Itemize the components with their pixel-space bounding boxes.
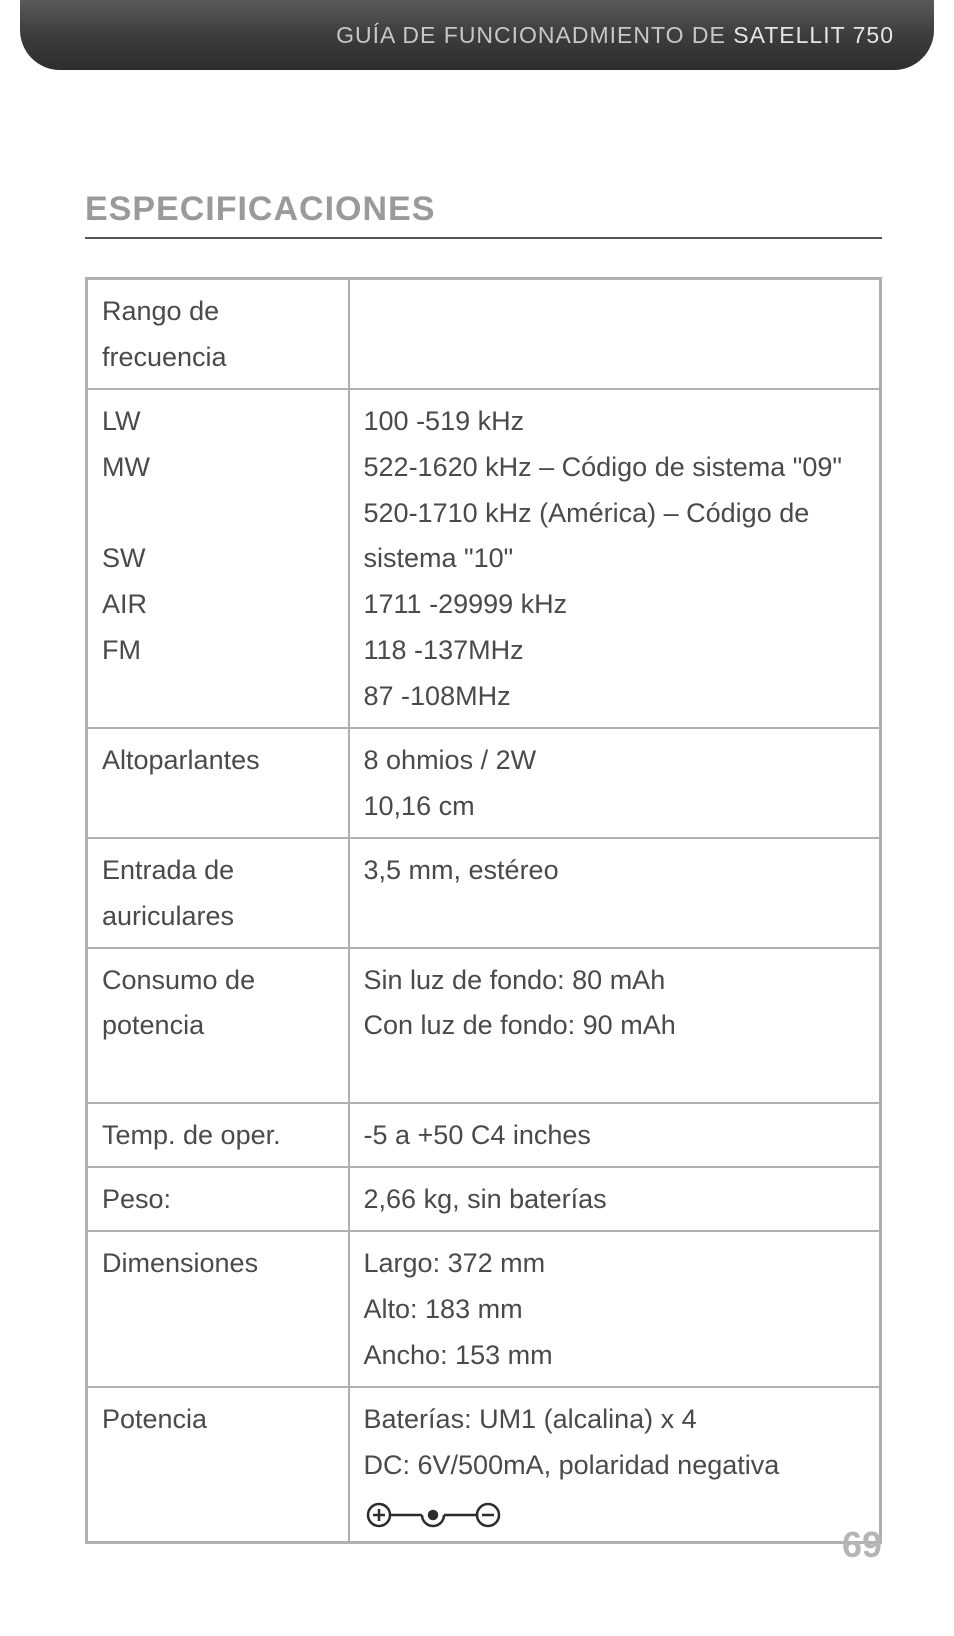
spec-value-line: 10,16 cm bbox=[364, 784, 865, 830]
spec-label-line: Potencia bbox=[102, 1397, 334, 1443]
spec-value-line: 87 -108MHz bbox=[364, 674, 865, 720]
spec-label: Potencia bbox=[87, 1387, 349, 1543]
header-title: GUÍA DE FUNCIONADMIENTO DE SATELLIT 750 bbox=[336, 22, 894, 49]
spec-label-line bbox=[102, 1287, 334, 1333]
spec-label-line bbox=[102, 1488, 334, 1534]
spec-value-line: 1711 -29999 kHz bbox=[364, 582, 865, 628]
spec-value: 8 ohmios / 2W10,16 cm bbox=[349, 728, 881, 838]
spec-value bbox=[349, 279, 881, 389]
table-row: LWMW SWAIRFM 100 -519 kHz522-1620 kHz – … bbox=[87, 389, 881, 728]
spec-value-line: 520-1710 kHz (América) – Código de bbox=[364, 491, 865, 537]
spec-value: Baterías: UM1 (alcalina) x 4DC: 6V/500mA… bbox=[349, 1387, 881, 1543]
spec-label: Temp. de oper. bbox=[87, 1103, 349, 1167]
spec-table: Rango de frecuencia LWMW SWAIRFM 100 -51… bbox=[85, 277, 882, 1544]
spec-label-line: Consumo de potencia bbox=[102, 958, 334, 1050]
spec-label: Peso: bbox=[87, 1167, 349, 1231]
spec-value-line bbox=[364, 289, 865, 335]
spec-value: 100 -519 kHz522-1620 kHz – Código de sis… bbox=[349, 389, 881, 728]
spec-label-line bbox=[102, 1443, 334, 1489]
section-title: ESPECIFICACIONES bbox=[85, 190, 882, 239]
spec-value-line: sistema "10" bbox=[364, 536, 865, 582]
spec-value-line: 522-1620 kHz – Código de sistema "09" bbox=[364, 445, 865, 491]
table-row: Peso: 2,66 kg, sin baterías bbox=[87, 1167, 881, 1231]
header-product: SATELLIT 750 bbox=[733, 22, 894, 48]
spec-value-line: 2,66 kg, sin baterías bbox=[364, 1177, 865, 1223]
page-number: 69 bbox=[842, 1524, 882, 1566]
spec-label-line: Temp. de oper. bbox=[102, 1113, 334, 1159]
spec-label-line: LW bbox=[102, 399, 334, 445]
header-bar: GUÍA DE FUNCIONADMIENTO DE SATELLIT 750 bbox=[20, 0, 934, 70]
spec-value: Largo: 372 mmAlto: 183 mmAncho: 153 mm bbox=[349, 1231, 881, 1387]
spec-value: 3,5 mm, estéreo bbox=[349, 838, 881, 948]
spec-label: Rango de frecuencia bbox=[87, 279, 349, 389]
spec-value-line: -5 a +50 C4 inches bbox=[364, 1113, 865, 1159]
spec-label-line: FM bbox=[102, 628, 334, 674]
spec-label: LWMW SWAIRFM bbox=[87, 389, 349, 728]
spec-label-line: Entrada de auriculares bbox=[102, 848, 334, 940]
spec-label-line bbox=[102, 784, 334, 830]
table-row: Rango de frecuencia bbox=[87, 279, 881, 389]
spec-value-line: Alto: 183 mm bbox=[364, 1287, 865, 1333]
table-row: Altoparlantes 8 ohmios / 2W10,16 cm bbox=[87, 728, 881, 838]
spec-label-line: MW bbox=[102, 445, 334, 491]
spec-label: Dimensiones bbox=[87, 1231, 349, 1387]
spec-label-line: SW bbox=[102, 536, 334, 582]
spec-value-line: Sin luz de fondo: 80 mAh bbox=[364, 958, 865, 1004]
spec-value-line bbox=[364, 1488, 865, 1534]
table-row: Dimensiones Largo: 372 mmAlto: 183 mmAnc… bbox=[87, 1231, 881, 1387]
spec-value-line: Baterías: UM1 (alcalina) x 4 bbox=[364, 1397, 865, 1443]
page-content: ESPECIFICACIONES Rango de frecuencia LWM… bbox=[0, 70, 954, 1544]
table-row: Entrada de auriculares 3,5 mm, estéreo bbox=[87, 838, 881, 948]
spec-value-line: 8 ohmios / 2W bbox=[364, 738, 865, 784]
spec-label-line bbox=[102, 1333, 334, 1379]
spec-label-line: Altoparlantes bbox=[102, 738, 334, 784]
table-row: Potencia Baterías: UM1 (alcalina) x 4DC:… bbox=[87, 1387, 881, 1543]
spec-value-line: Con luz de fondo: 90 mAh bbox=[364, 1003, 865, 1049]
spec-label-line: AIR bbox=[102, 582, 334, 628]
spec-label-line bbox=[102, 491, 334, 537]
spec-value: 2,66 kg, sin baterías bbox=[349, 1167, 881, 1231]
spec-label-line: Peso: bbox=[102, 1177, 334, 1223]
spec-label-line bbox=[102, 674, 334, 720]
spec-label-line bbox=[102, 1049, 334, 1095]
spec-value-line: DC: 6V/500mA, polaridad negativa bbox=[364, 1443, 865, 1489]
spec-value-line: 3,5 mm, estéreo bbox=[364, 848, 865, 894]
spec-value-line: 118 -137MHz bbox=[364, 628, 865, 674]
spec-value-line: Ancho: 153 mm bbox=[364, 1333, 865, 1379]
spec-label-line: Dimensiones bbox=[102, 1241, 334, 1287]
spec-value-line: 100 -519 kHz bbox=[364, 399, 865, 445]
table-row: Consumo de potencia Sin luz de fondo: 80… bbox=[87, 948, 881, 1104]
polarity-icon bbox=[364, 1500, 514, 1530]
spec-value: Sin luz de fondo: 80 mAhCon luz de fondo… bbox=[349, 948, 881, 1104]
spec-value: -5 a +50 C4 inches bbox=[349, 1103, 881, 1167]
spec-label: Altoparlantes bbox=[87, 728, 349, 838]
header-prefix: GUÍA DE FUNCIONADMIENTO DE bbox=[336, 22, 733, 48]
spec-label-line: Rango de frecuencia bbox=[102, 289, 334, 381]
spec-value-line: Largo: 372 mm bbox=[364, 1241, 865, 1287]
spec-label: Entrada de auriculares bbox=[87, 838, 349, 948]
spec-label: Consumo de potencia bbox=[87, 948, 349, 1104]
table-row: Temp. de oper. -5 a +50 C4 inches bbox=[87, 1103, 881, 1167]
